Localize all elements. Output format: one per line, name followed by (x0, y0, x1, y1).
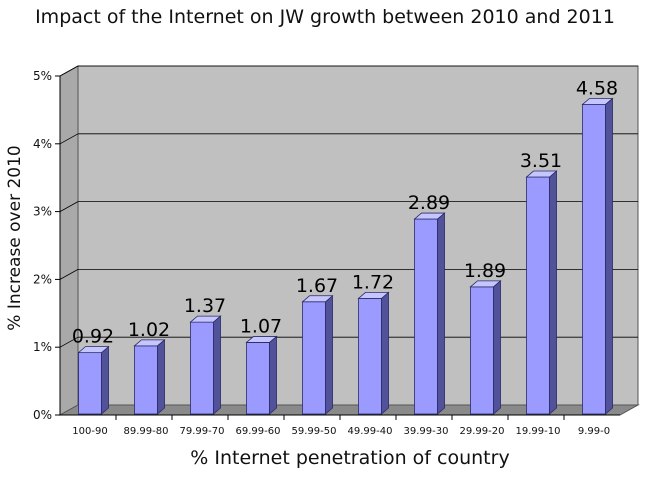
bar-side (269, 335, 277, 415)
data-label: 2.89 (408, 192, 450, 214)
data-labels: 0.92 1.02 1.37 1.07 1.67 1.72 2.89 1.89 3.51 4.58 (72, 77, 618, 347)
bar-top (357, 291, 390, 299)
bar (301, 294, 334, 415)
bar-front (134, 345, 158, 415)
side-wall (59, 65, 79, 416)
y-tick-label: 0% (33, 408, 52, 422)
gridline-side (59, 336, 79, 348)
bar-top (189, 315, 222, 323)
bar (357, 291, 390, 415)
bar (581, 97, 614, 415)
bar-top (413, 212, 446, 220)
bar-side (605, 97, 613, 415)
data-label: 1.89 (464, 260, 506, 282)
data-label: 4.58 (576, 77, 618, 99)
gridline-side (59, 133, 79, 145)
x-tick-label: 69.99-60 (236, 426, 281, 437)
bar-side (213, 315, 221, 415)
chart-title: Impact of the Internet on JW growth betw… (35, 6, 615, 28)
bar-top (133, 339, 166, 347)
y-tick-label: 5% (33, 69, 52, 83)
data-label: 0.92 (72, 326, 114, 348)
bar-top (301, 295, 334, 303)
bar-top (245, 336, 278, 343)
bar-front (246, 342, 270, 415)
x-tick-label: 39.99-30 (404, 426, 449, 437)
bar-top (525, 170, 558, 178)
x-tick-label: 89.99-80 (124, 426, 169, 437)
data-label: 1.72 (352, 271, 394, 293)
bar (525, 170, 558, 415)
chart-axes (55, 75, 620, 420)
bar-side (437, 212, 445, 415)
x-tick-label: 100-90 (72, 426, 107, 437)
bar (413, 212, 446, 415)
x-tick-label: 19.99-10 (516, 426, 561, 437)
data-label: 1.07 (240, 315, 282, 337)
bar-side (493, 279, 501, 415)
bar (133, 338, 166, 415)
bar-side (549, 170, 557, 415)
bar-front (526, 176, 550, 415)
y-tick-labels: 0% 1% 2% 3% 4% 5% (33, 69, 52, 422)
x-tick-label: 49.99-40 (348, 426, 393, 437)
bar-side (101, 345, 109, 415)
bar (77, 345, 110, 415)
bar (245, 335, 278, 415)
gridline-side (59, 269, 79, 280)
x-tick-labels: 100-90 89.99-80 79.99-70 69.99-60 59.99-50 49… (72, 426, 610, 437)
y-tick-label: 1% (33, 340, 52, 354)
bar (469, 279, 502, 415)
x-tick-label: 59.99-50 (292, 426, 337, 437)
bar-front (470, 286, 494, 415)
x-tick-label: 79.99-70 (180, 426, 225, 437)
bar-front (302, 301, 326, 415)
bar-front (358, 297, 382, 415)
y-tick-label: 3% (33, 205, 52, 219)
bar-side (325, 294, 333, 415)
bar-side (381, 291, 389, 415)
bar-front (414, 218, 438, 415)
data-label: 3.51 (520, 150, 562, 172)
bar-top (77, 346, 110, 354)
bar-front (190, 321, 214, 415)
x-tick-label: 29.99-20 (460, 426, 505, 437)
chart-bars (77, 97, 614, 415)
gridline-side (59, 201, 79, 212)
x-axis-title: % Internet penetration of country (190, 447, 510, 469)
gridline-side (59, 65, 79, 77)
bar-side (157, 338, 165, 415)
bar-top (581, 98, 614, 105)
bar-front (78, 352, 102, 415)
y-tick-label: 4% (33, 137, 52, 151)
x-tick-label: 9.99-0 (578, 426, 610, 437)
bar-top (469, 280, 502, 288)
data-label: 1.67 (296, 275, 338, 297)
y-tick-label: 2% (33, 272, 52, 286)
data-label: 1.37 (184, 295, 226, 317)
data-label: 1.02 (128, 319, 170, 341)
bar-front (582, 104, 606, 415)
bar (189, 315, 222, 415)
